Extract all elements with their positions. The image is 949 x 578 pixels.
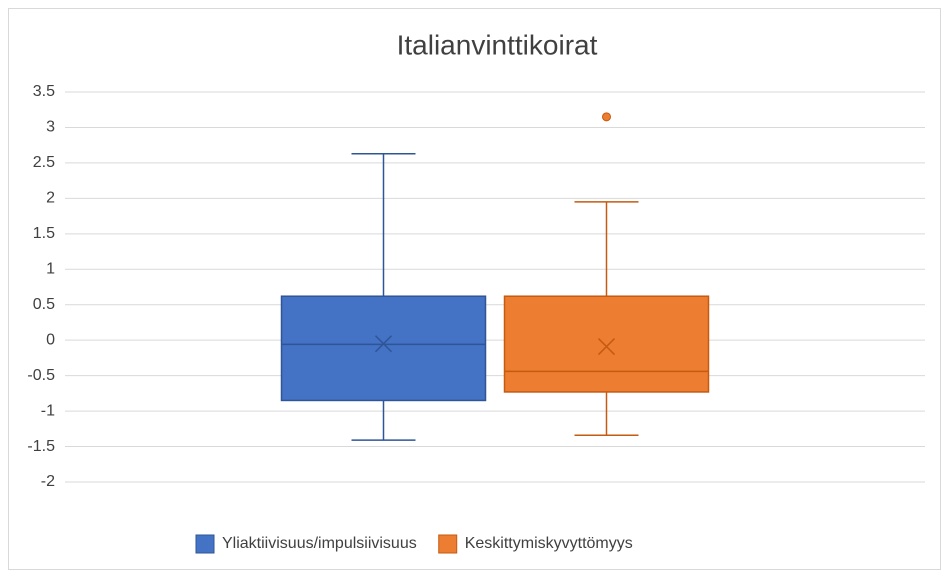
y-tick-label: 3 xyxy=(46,119,55,136)
mean-marker xyxy=(597,338,616,356)
y-tick-label: -2 xyxy=(41,473,55,490)
chart-title: Italianvinttikoirat xyxy=(397,29,598,60)
mean-marker xyxy=(374,335,393,353)
y-tick-label: 2.5 xyxy=(33,154,55,171)
legend-swatch xyxy=(438,534,458,554)
legend-swatch xyxy=(195,534,215,554)
y-tick-label: 2 xyxy=(46,190,55,207)
y-tick-label: -0.5 xyxy=(27,367,55,384)
y-tick-label: -1.5 xyxy=(27,438,55,455)
box xyxy=(280,295,487,402)
legend-label: Yliaktiivisuus/impulsiivisuus xyxy=(222,535,417,552)
box xyxy=(503,295,710,393)
y-tick-label: 1.5 xyxy=(33,225,55,242)
chart-frame xyxy=(8,8,941,570)
y-tick-label: 0.5 xyxy=(33,296,55,313)
outlier xyxy=(602,112,611,122)
y-tick-label: 0 xyxy=(46,331,55,348)
y-tick-label: 3.5 xyxy=(33,83,55,100)
y-tick-label: -1 xyxy=(41,402,55,419)
y-tick-label: 1 xyxy=(46,260,55,277)
legend-label: Keskittymiskyvyttömyys xyxy=(465,535,633,552)
